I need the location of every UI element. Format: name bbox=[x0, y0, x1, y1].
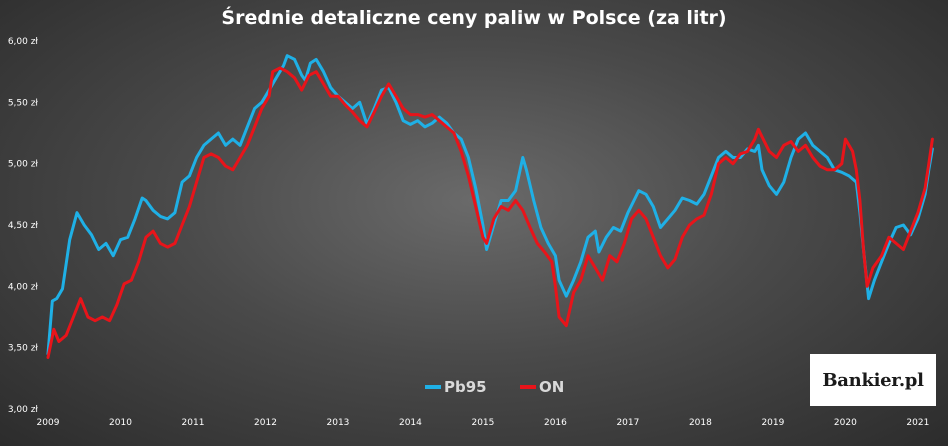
series-line-pb95 bbox=[46, 54, 934, 356]
bankier-logo: Bankier.pl bbox=[810, 354, 936, 406]
legend-label-on: ON bbox=[539, 378, 564, 396]
x-tick-label: 2010 bbox=[109, 418, 132, 428]
y-axis: 3,00 zł 3,50 zł 4,00 zł 4,50 zł 5,00 zł 5,50 … bbox=[8, 37, 39, 415]
y-tick-label: 5,00 zł bbox=[8, 160, 39, 170]
x-tick-label: 2011 bbox=[182, 418, 205, 428]
x-tick-label: 2019 bbox=[761, 418, 784, 428]
y-tick-label: 3,50 zł bbox=[8, 344, 39, 354]
y-tick-label: 4,50 zł bbox=[8, 221, 39, 231]
y-tick-label: 5,50 zł bbox=[8, 98, 39, 108]
legend: Pb95 ON bbox=[425, 378, 564, 396]
x-axis: 2009 2010 2011 2012 2013 2014 2015 2016 2017 2018… bbox=[37, 418, 930, 428]
y-tick-label: 4,00 zł bbox=[8, 282, 39, 292]
x-tick-label: 2009 bbox=[37, 418, 60, 428]
x-tick-label: 2012 bbox=[254, 418, 277, 428]
x-tick-label: 2020 bbox=[834, 418, 857, 428]
logo-text: Bankier.pl bbox=[822, 369, 924, 391]
y-tick-label: 3,00 zł bbox=[8, 405, 39, 415]
x-tick-label: 2013 bbox=[327, 418, 350, 428]
series-layer bbox=[46, 54, 934, 359]
y-tick-label: 6,00 zł bbox=[8, 37, 39, 47]
legend-label-pb95: Pb95 bbox=[444, 378, 487, 396]
x-tick-label: 2021 bbox=[906, 418, 929, 428]
chart-title: Średnie detaliczne ceny paliw w Polsce (… bbox=[221, 5, 726, 29]
x-tick-label: 2016 bbox=[544, 418, 567, 428]
series-line-on bbox=[46, 66, 934, 359]
x-tick-label: 2014 bbox=[399, 418, 422, 428]
x-tick-label: 2015 bbox=[471, 418, 494, 428]
x-tick-label: 2017 bbox=[616, 418, 639, 428]
x-tick-label: 2018 bbox=[689, 418, 712, 428]
